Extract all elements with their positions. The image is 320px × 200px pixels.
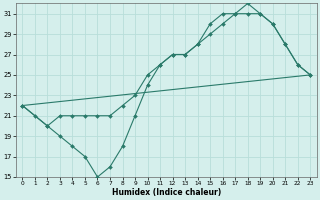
X-axis label: Humidex (Indice chaleur): Humidex (Indice chaleur) xyxy=(112,188,221,197)
